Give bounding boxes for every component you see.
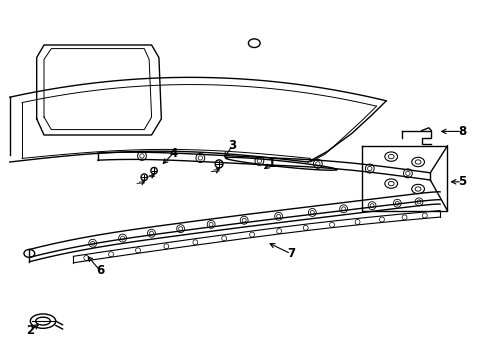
Text: 2: 2 bbox=[26, 324, 34, 337]
Text: 4: 4 bbox=[169, 147, 177, 159]
Text: 6: 6 bbox=[96, 264, 104, 277]
Text: 7: 7 bbox=[286, 247, 294, 260]
Text: 8: 8 bbox=[457, 125, 465, 138]
Text: 3: 3 bbox=[228, 139, 236, 152]
Text: 1: 1 bbox=[267, 157, 275, 170]
Text: 5: 5 bbox=[457, 175, 465, 188]
